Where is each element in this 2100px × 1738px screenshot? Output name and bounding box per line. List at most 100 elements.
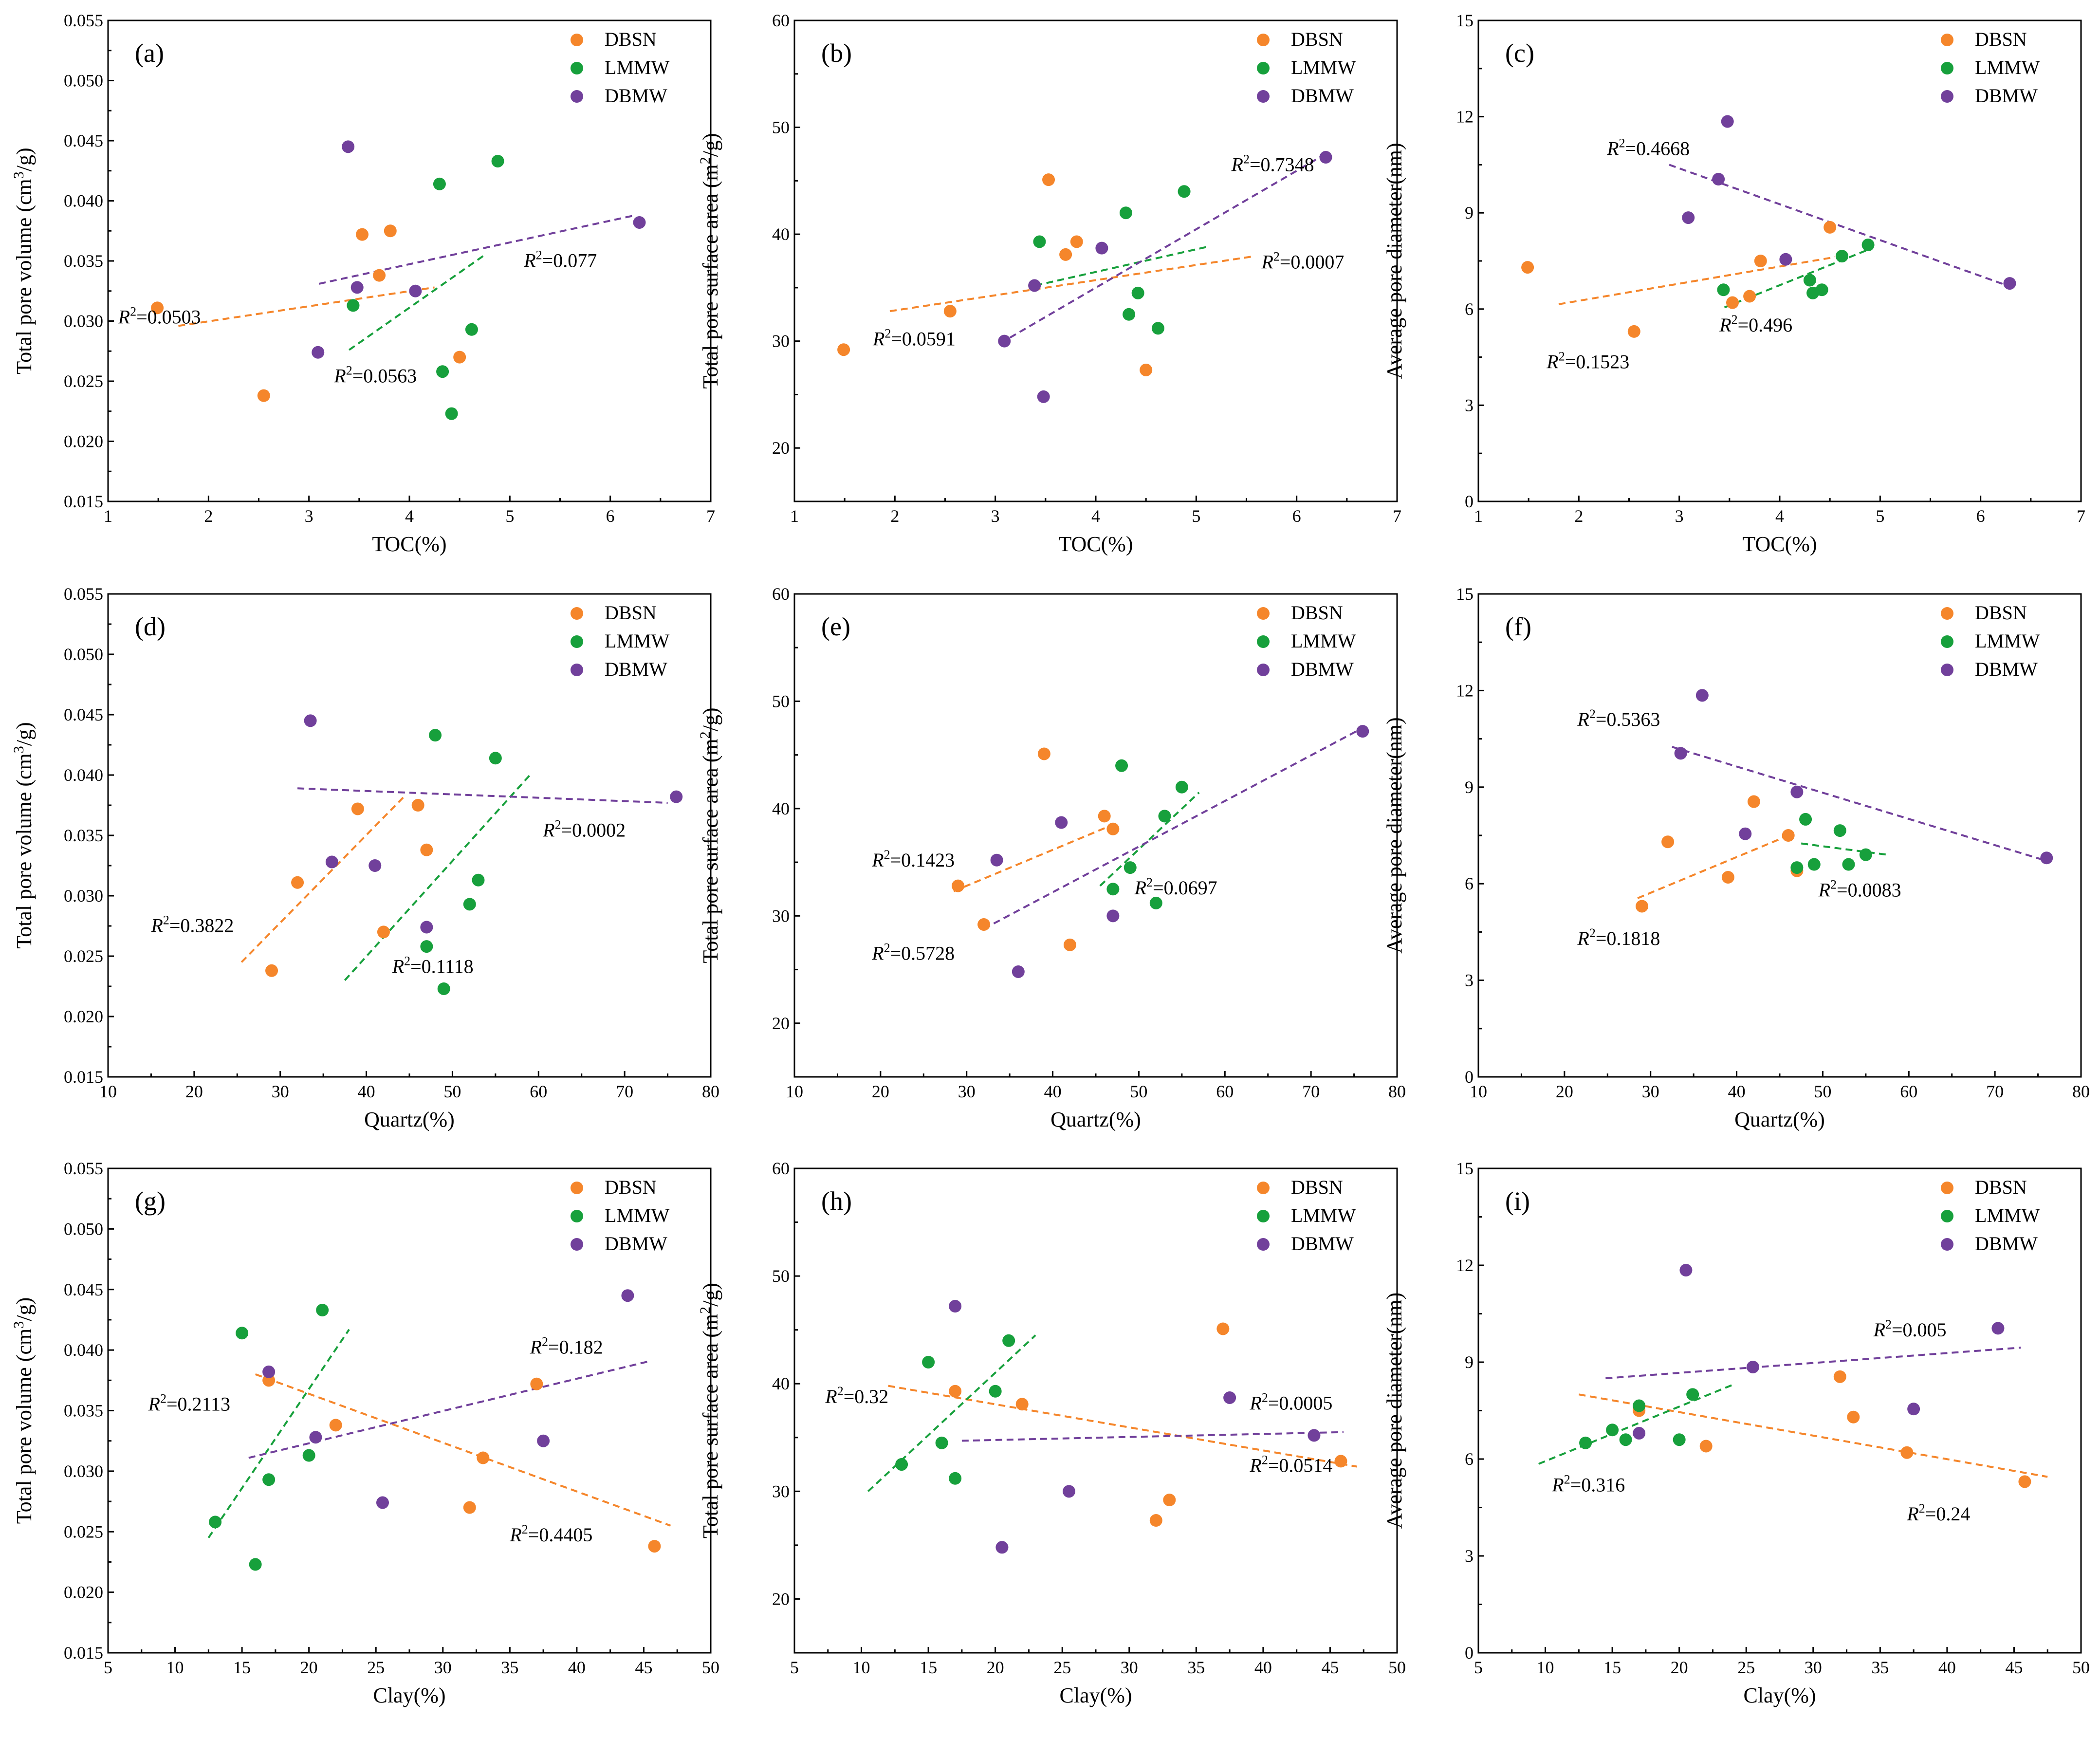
legend: DBSN LMMW DBMW bbox=[1257, 28, 1356, 107]
x-tick-label: 30 bbox=[434, 1658, 452, 1677]
y-tick-label: 30 bbox=[772, 906, 790, 925]
data-point-lmmw bbox=[420, 940, 433, 953]
data-point-dbmw bbox=[1790, 785, 1804, 798]
y-axis-title: Average pore diameter(nm) bbox=[1382, 1293, 1406, 1529]
data-point-lmmw bbox=[1115, 759, 1128, 772]
data-point-lmmw bbox=[437, 982, 450, 995]
panel-h: 5 10 15 20 25 30 35 40 45 50 20 30 40 50 60 Clay(%) Tota… bbox=[697, 1159, 1406, 1707]
fit-line-dbmw bbox=[1669, 164, 2006, 286]
x-tick-label: 40 bbox=[568, 1658, 586, 1677]
data-point-dbmw bbox=[1319, 151, 1332, 164]
data-point-lmmw bbox=[463, 898, 476, 911]
legend-label-lmmw: LMMW bbox=[1975, 1204, 2040, 1226]
x-tick-label: 5 bbox=[1192, 506, 1200, 526]
x-tick-label: 10 bbox=[853, 1658, 870, 1677]
r2-annotation: R2=0.0005 bbox=[1249, 1390, 1332, 1414]
legend-label-dbsn: DBSN bbox=[1291, 602, 1343, 624]
data-point-dbsn bbox=[1847, 1410, 1860, 1424]
panel-label: (i) bbox=[1505, 1186, 1530, 1216]
data-point-dbmw bbox=[1907, 1403, 1920, 1416]
r2-annotation: R2=0.4405 bbox=[509, 1522, 592, 1546]
y-tick-label: 40 bbox=[772, 224, 790, 244]
data-point-dbmw bbox=[1712, 173, 1725, 186]
x-tick-label: 5 bbox=[1876, 506, 1884, 526]
x-tick-label: 10 bbox=[1537, 1658, 1554, 1677]
data-point-dbmw bbox=[1106, 909, 1120, 923]
data-point-dbsn bbox=[351, 802, 364, 815]
fit-line-dbmw bbox=[999, 155, 1323, 344]
data-point-dbmw bbox=[990, 853, 1003, 867]
panel-g: 5 10 15 20 25 30 35 40 45 50 0.015 0.020 0.025 0.030 0… bbox=[11, 1159, 719, 1707]
x-tick-label: 15 bbox=[233, 1658, 251, 1677]
x-tick-label: 5 bbox=[505, 506, 514, 526]
x-axis-title: Clay(%) bbox=[373, 1683, 445, 1707]
legend: DBSN LMMW DBMW bbox=[571, 28, 670, 107]
data-point-lmmw bbox=[1606, 1424, 1619, 1437]
data-point-dbmw bbox=[1682, 211, 1695, 224]
data-point-dbsn bbox=[1070, 235, 1083, 248]
fit-line-dbsn bbox=[1637, 832, 1793, 899]
data-point-dbsn bbox=[1743, 290, 1756, 303]
data-point-dbmw bbox=[1308, 1429, 1321, 1442]
y-tick-label: 0 bbox=[1465, 492, 1474, 511]
data-point-lmmw bbox=[472, 873, 485, 887]
r2-annotation: R2=0.3822 bbox=[150, 913, 234, 936]
y-tick-label: 20 bbox=[772, 1014, 790, 1033]
data-point-dbmw bbox=[2003, 277, 2016, 290]
data-point-lmmw bbox=[1619, 1433, 1632, 1446]
data-point-lmmw bbox=[1673, 1433, 1686, 1446]
data-point-dbsn bbox=[477, 1451, 490, 1464]
legend-label-dbsn: DBSN bbox=[605, 602, 657, 624]
y-tick-label: 60 bbox=[772, 1159, 790, 1178]
data-point-dbmw bbox=[1739, 827, 1752, 840]
y-tick-label: 0.050 bbox=[64, 1219, 103, 1239]
x-tick-label: 20 bbox=[872, 1082, 889, 1101]
x-axis-title: Clay(%) bbox=[1743, 1683, 1816, 1707]
legend-marker-lmmw bbox=[1257, 62, 1270, 74]
data-point-lmmw bbox=[1178, 185, 1191, 198]
y-tick-label: 0.030 bbox=[64, 886, 103, 906]
data-point-dbsn bbox=[943, 305, 957, 318]
y-tick-label: 0.020 bbox=[64, 432, 103, 451]
data-point-lmmw bbox=[1123, 308, 1136, 321]
legend-marker-dbsn bbox=[1941, 34, 1953, 46]
data-point-lmmw bbox=[1106, 883, 1120, 896]
legend-label-dbsn: DBSN bbox=[1975, 602, 2027, 624]
x-tick-label: 5 bbox=[1474, 1658, 1483, 1677]
data-point-dbmw bbox=[1223, 1391, 1236, 1404]
r2-annotation: R2=0.0002 bbox=[542, 817, 626, 841]
x-tick-label: 40 bbox=[1938, 1658, 1956, 1677]
data-point-dbsn bbox=[453, 351, 466, 364]
legend-label-lmmw: LMMW bbox=[605, 1204, 670, 1226]
y-tick-label: 0.035 bbox=[64, 826, 103, 845]
legend-marker-dbmw bbox=[1257, 90, 1270, 103]
legend-label-lmmw: LMMW bbox=[1291, 56, 1356, 78]
x-tick-label: 20 bbox=[1556, 1082, 1573, 1101]
data-point-lmmw bbox=[465, 323, 478, 336]
panel-label: (b) bbox=[821, 38, 852, 68]
x-tick-label: 10 bbox=[786, 1082, 803, 1101]
data-point-lmmw bbox=[1149, 896, 1162, 909]
y-tick-label: 50 bbox=[772, 118, 790, 137]
r2-annotation: R2=0.5363 bbox=[1577, 707, 1660, 730]
data-point-dbsn bbox=[1824, 221, 1837, 234]
y-tick-label: 0.020 bbox=[64, 1583, 103, 1602]
legend-label-lmmw: LMMW bbox=[605, 56, 670, 78]
panel-a: 1 2 3 4 5 6 7 0.015 0.020 0.025 0.030 0.035 0.040 0.0… bbox=[11, 11, 715, 556]
legend-label-dbmw: DBMW bbox=[605, 85, 667, 107]
y-tick-label: 0.020 bbox=[64, 1007, 103, 1026]
x-tick-label: 35 bbox=[1871, 1658, 1889, 1677]
legend-marker-lmmw bbox=[1257, 1210, 1270, 1222]
legend-marker-lmmw bbox=[1941, 1210, 1953, 1222]
data-point-lmmw bbox=[491, 154, 504, 167]
x-axis-title: Quartz(%) bbox=[1050, 1108, 1141, 1131]
data-point-dbsn bbox=[1216, 1322, 1230, 1335]
r2-annotation: R2=0.2113 bbox=[148, 1392, 231, 1415]
x-tick-label: 35 bbox=[1187, 1658, 1205, 1677]
legend-marker-lmmw bbox=[1257, 635, 1270, 648]
x-tick-label: 25 bbox=[367, 1658, 385, 1677]
data-point-dbsn bbox=[1900, 1446, 1914, 1459]
data-point-dbmw bbox=[1779, 253, 1792, 266]
fit-line-lmmw bbox=[1099, 792, 1200, 887]
fit-line-dbsn bbox=[255, 1373, 671, 1527]
